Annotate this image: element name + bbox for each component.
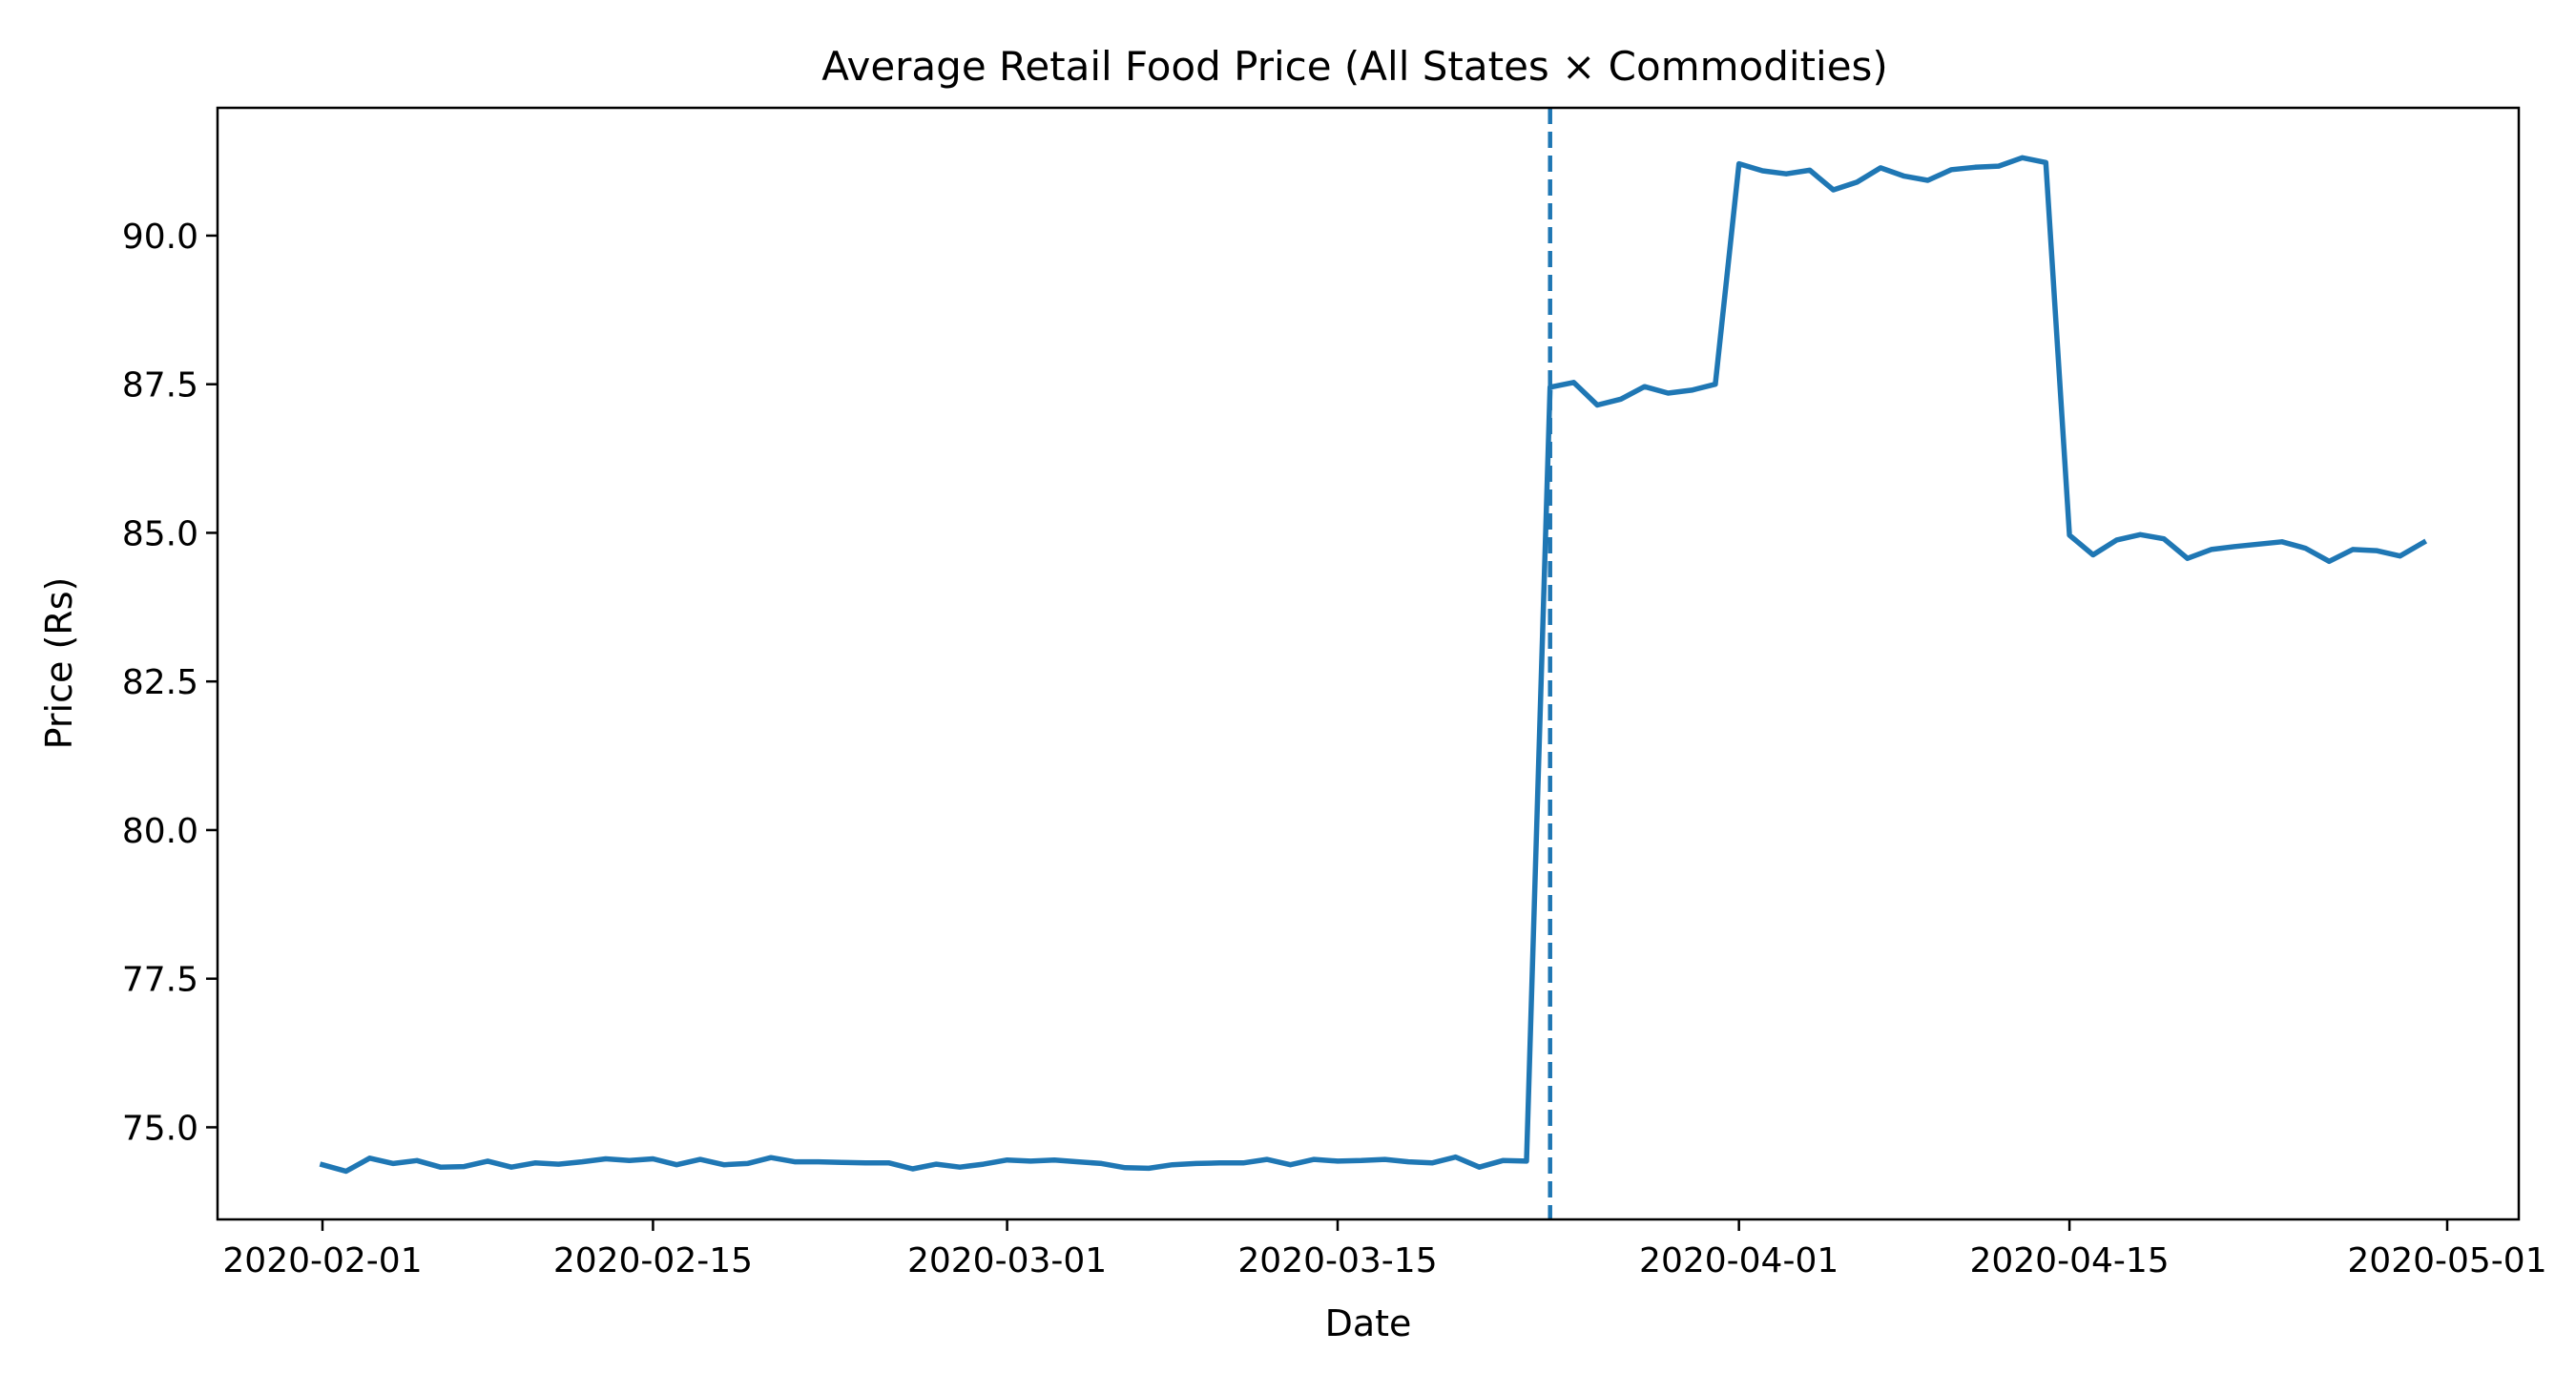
x-tick-label: 2020-05-01: [2347, 1241, 2546, 1280]
y-tick-label: 87.5: [122, 366, 198, 406]
x-tick-label: 2020-04-15: [1969, 1241, 2169, 1280]
y-axis-ticks: 75.0 77.5 80.0 82.5 85.0 87.5 90.0: [122, 218, 218, 1148]
x-tick-label: 2020-02-15: [553, 1241, 753, 1280]
x-tick-label: 2020-03-01: [907, 1241, 1107, 1280]
y-tick-label: 90.0: [122, 218, 198, 257]
y-tick-label: 82.5: [122, 663, 198, 702]
price-series-line: [319, 155, 2428, 1175]
x-tick-label: 2020-02-01: [222, 1241, 422, 1280]
y-tick-label: 77.5: [122, 961, 198, 1000]
y-tick-label: 85.0: [122, 514, 198, 553]
x-axis-ticks: 2020-02-01 2020-02-15 2020-03-01 2020-03-15…: [222, 1219, 2547, 1280]
plot-area: [319, 108, 2428, 1219]
y-tick-label: 75.0: [122, 1109, 198, 1148]
x-tick-label: 2020-03-15: [1237, 1241, 1437, 1280]
x-tick-label: 2020-04-01: [1639, 1241, 1839, 1280]
plot-frame: [216, 106, 2521, 1221]
y-axis-label: Price (Rs): [38, 577, 80, 750]
y-tick-label: 80.0: [122, 812, 198, 851]
x-axis-label: Date: [1325, 1302, 1412, 1344]
chart-title: Average Retail Food Price (All States × …: [821, 43, 1888, 90]
